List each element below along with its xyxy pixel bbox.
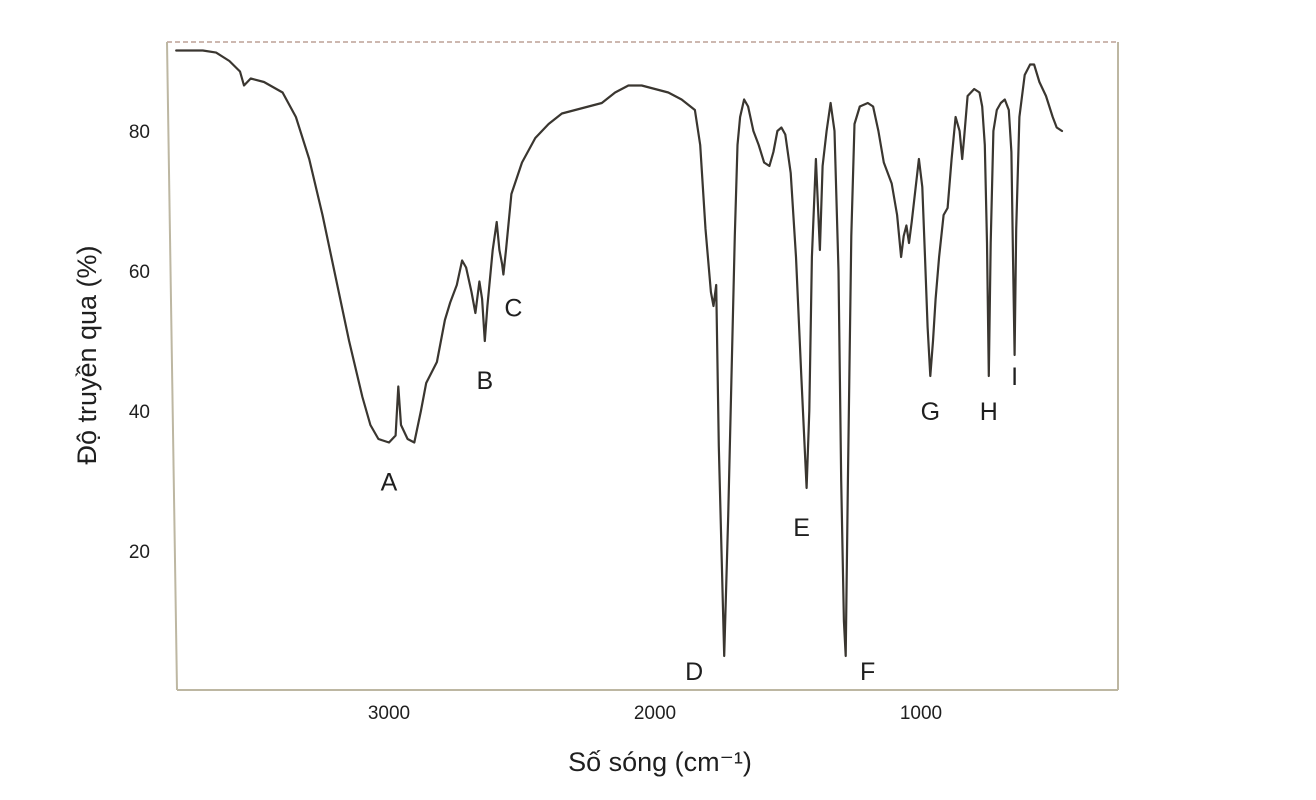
plot-frame <box>166 41 1119 691</box>
peak-label-e: E <box>793 514 810 542</box>
peak-label-d: D <box>685 658 703 686</box>
spectrum-line <box>175 49 1064 658</box>
x-tick-label: 1000 <box>900 703 942 724</box>
x-axis-ticks: 3000 2000 1000 <box>368 703 942 724</box>
y-tick-label: 20 <box>129 542 150 563</box>
x-tick-label: 3000 <box>368 703 410 724</box>
y-tick-label: 80 <box>129 122 150 143</box>
peak-label-f: F <box>860 658 875 686</box>
y-axis-label: Độ truyền qua (%) <box>72 245 102 464</box>
x-tick-label: 2000 <box>634 703 676 724</box>
x-axis-label: Số sóng (cm⁻¹) <box>568 747 752 777</box>
peak-label-i: I <box>1011 363 1018 391</box>
y-tick-label: 40 <box>129 402 150 423</box>
frame-left <box>166 41 178 691</box>
peak-label-g: G <box>921 398 940 426</box>
peak-label-h: H <box>980 398 998 426</box>
spectrum-series <box>175 49 1064 658</box>
peak-label-a: A <box>381 469 398 497</box>
peak-label-c: C <box>504 295 522 323</box>
y-axis-ticks: 20 40 60 80 <box>129 122 150 563</box>
peak-labels: A B C D E F G HI <box>381 295 1018 687</box>
y-tick-label: 60 <box>129 262 150 283</box>
peak-label-b: B <box>476 367 493 395</box>
